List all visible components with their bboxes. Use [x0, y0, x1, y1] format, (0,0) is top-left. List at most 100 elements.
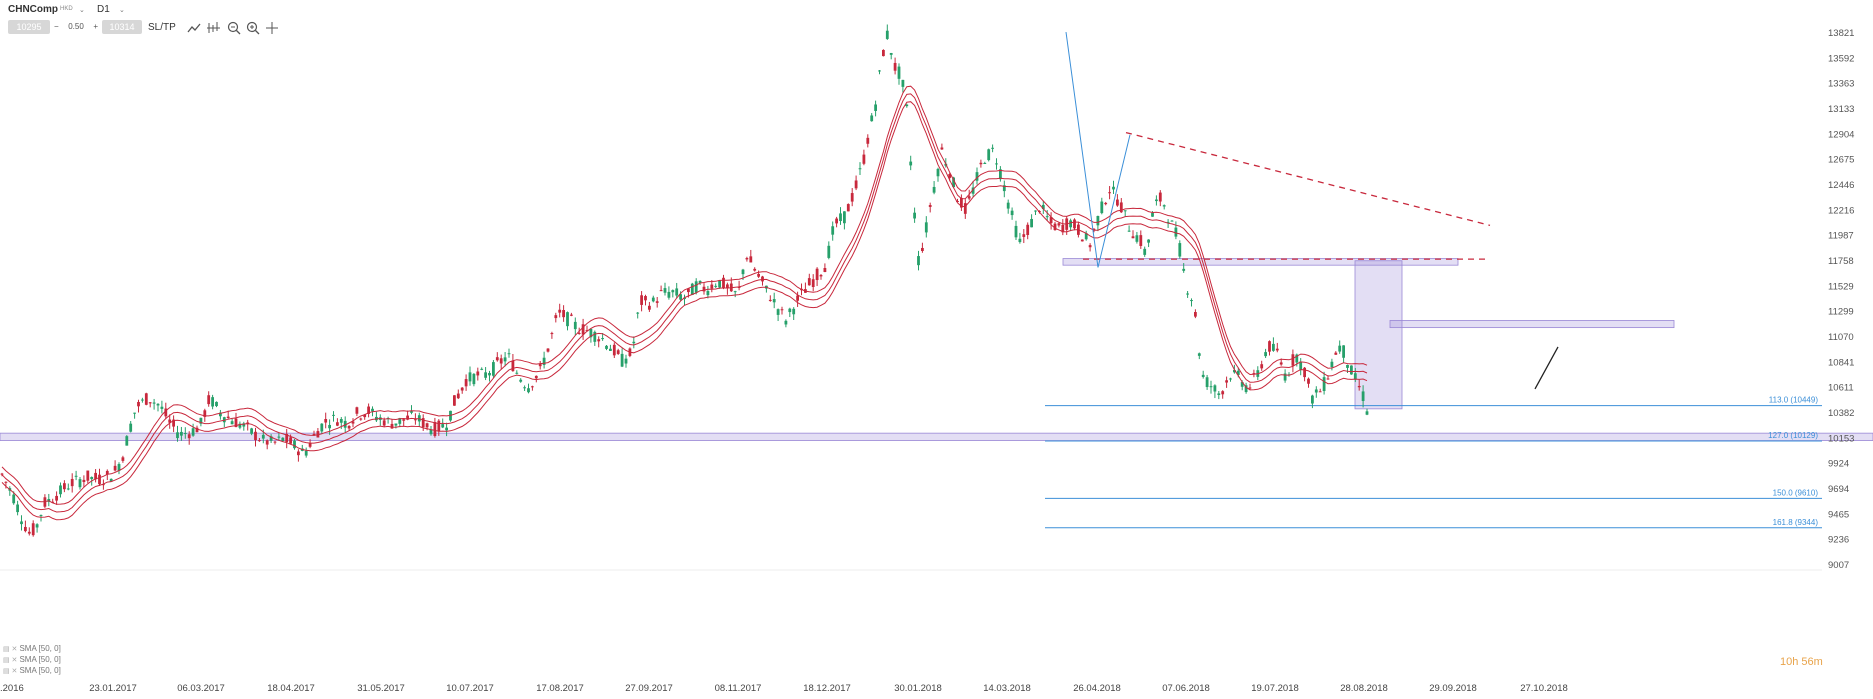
- candle-body: [1353, 373, 1357, 380]
- crosshair-icon[interactable]: [264, 20, 280, 36]
- candle-body: [616, 350, 620, 354]
- candle-body: [788, 308, 792, 313]
- candle-body: [1162, 205, 1166, 207]
- candle-body: [975, 172, 979, 181]
- candle-body: [1034, 210, 1037, 212]
- legend-sma-1[interactable]: ▤ ✕ SMA [50, 0]: [3, 644, 61, 653]
- x-tick-label: 30.01.2018: [894, 683, 942, 694]
- candle-body: [336, 422, 339, 426]
- candle-body: [1127, 230, 1131, 232]
- candle-body: [230, 421, 234, 425]
- candle-body: [238, 423, 242, 428]
- zoom-in-icon[interactable]: [245, 20, 261, 36]
- symbol-chevron-down-icon[interactable]: ⌄: [79, 7, 85, 14]
- candle-body: [472, 373, 476, 385]
- legend-settings-icon[interactable]: ▤ ✕: [3, 657, 18, 664]
- candle-body: [35, 524, 39, 528]
- legend-settings-icon[interactable]: ▤ ✕: [3, 668, 18, 675]
- x-tick-label: 08.11.2017: [715, 683, 762, 694]
- candle-body: [1057, 223, 1061, 226]
- candle-body: [507, 353, 511, 355]
- candle-body: [269, 436, 273, 441]
- candle-body: [858, 168, 862, 170]
- candle-body: [363, 414, 367, 418]
- symbol-label[interactable]: CHNComp: [8, 4, 58, 15]
- candle-body: [589, 328, 593, 338]
- candle-body: [901, 79, 905, 87]
- sma-line-1: [1, 101, 1368, 521]
- candle-body: [1190, 300, 1193, 302]
- ask-price-box[interactable]: 10314: [102, 20, 142, 34]
- candle-body: [1295, 354, 1299, 363]
- legend-sma-2[interactable]: ▤ ✕ SMA [50, 0]: [3, 655, 61, 664]
- zoom-out-icon[interactable]: [226, 20, 242, 36]
- candle-body: [160, 406, 164, 409]
- candle-body: [152, 402, 156, 404]
- candle-body: [343, 420, 347, 428]
- indicators-icon[interactable]: [206, 20, 222, 36]
- y-tick-label: 10841: [1828, 357, 1854, 368]
- y-tick-label: 9694: [1828, 484, 1849, 495]
- legend-sma-3[interactable]: ▤ ✕ SMA [50, 0]: [3, 666, 61, 675]
- candle-body: [1030, 218, 1033, 228]
- legend-settings-icon[interactable]: ▤ ✕: [3, 646, 18, 653]
- candle-body: [468, 372, 472, 382]
- bid-price-box[interactable]: 10295: [8, 20, 50, 34]
- fib-level-label: 161.8 (9344): [1773, 518, 1819, 527]
- candle-body: [1272, 343, 1275, 351]
- candle-body: [854, 180, 858, 189]
- candle-body: [70, 478, 74, 487]
- candle-body: [1240, 382, 1244, 387]
- candle-body: [1100, 201, 1104, 214]
- lot-plus-button[interactable]: +: [93, 22, 98, 31]
- candle-body: [1116, 199, 1119, 206]
- candle-body: [410, 411, 413, 413]
- y-tick-label: 11758: [1828, 256, 1854, 267]
- lot-stepper[interactable]: − 0.50 +: [50, 20, 102, 34]
- candle-body: [117, 464, 121, 471]
- sltp-button[interactable]: SL/TP: [148, 22, 176, 33]
- x-tick-label: 29.09.2018: [1429, 683, 1477, 694]
- candle-body: [1096, 216, 1100, 226]
- candle-body: [1045, 216, 1049, 218]
- candle-body: [850, 193, 854, 202]
- y-tick-label: 12675: [1828, 155, 1854, 166]
- candle-body: [1158, 192, 1162, 202]
- candle-body: [460, 387, 464, 391]
- candle-body: [1170, 220, 1174, 222]
- candle-body: [398, 418, 402, 424]
- timeframe-label[interactable]: D1: [97, 4, 110, 15]
- candle-body: [1342, 345, 1345, 358]
- candle-body: [768, 299, 772, 301]
- line-chart-icon[interactable]: [186, 20, 202, 36]
- candle-body: [390, 423, 394, 429]
- candle-body: [74, 475, 78, 477]
- candle-body: [1010, 210, 1014, 216]
- candle-body: [59, 485, 62, 495]
- candle-body: [870, 115, 874, 122]
- candle-body: [406, 415, 409, 420]
- candle-body: [495, 357, 499, 361]
- y-tick-label: 11070: [1828, 332, 1854, 343]
- candle-body: [39, 514, 43, 516]
- fib-anchor-line: [1065, 31, 1131, 268]
- candle-body: [113, 465, 117, 471]
- candle-body: [312, 433, 316, 436]
- candle-body: [819, 275, 823, 277]
- candle-body: [956, 200, 959, 202]
- candle-body: [827, 245, 831, 258]
- candle-body: [121, 457, 125, 461]
- x-tick-label: 28.08.2018: [1340, 683, 1388, 694]
- candle-body: [164, 408, 168, 417]
- lot-minus-button[interactable]: −: [54, 22, 59, 31]
- candle-body: [371, 408, 374, 412]
- candle-body: [706, 291, 710, 296]
- candle-body: [558, 309, 562, 313]
- candle-body: [402, 419, 406, 421]
- candle-body: [207, 395, 211, 405]
- y-tick-label: 12904: [1828, 129, 1854, 140]
- y-tick-label: 11529: [1828, 281, 1854, 292]
- timeframe-chevron-down-icon[interactable]: ⌄: [119, 7, 125, 14]
- x-tick-label: 17.08.2017: [536, 683, 584, 694]
